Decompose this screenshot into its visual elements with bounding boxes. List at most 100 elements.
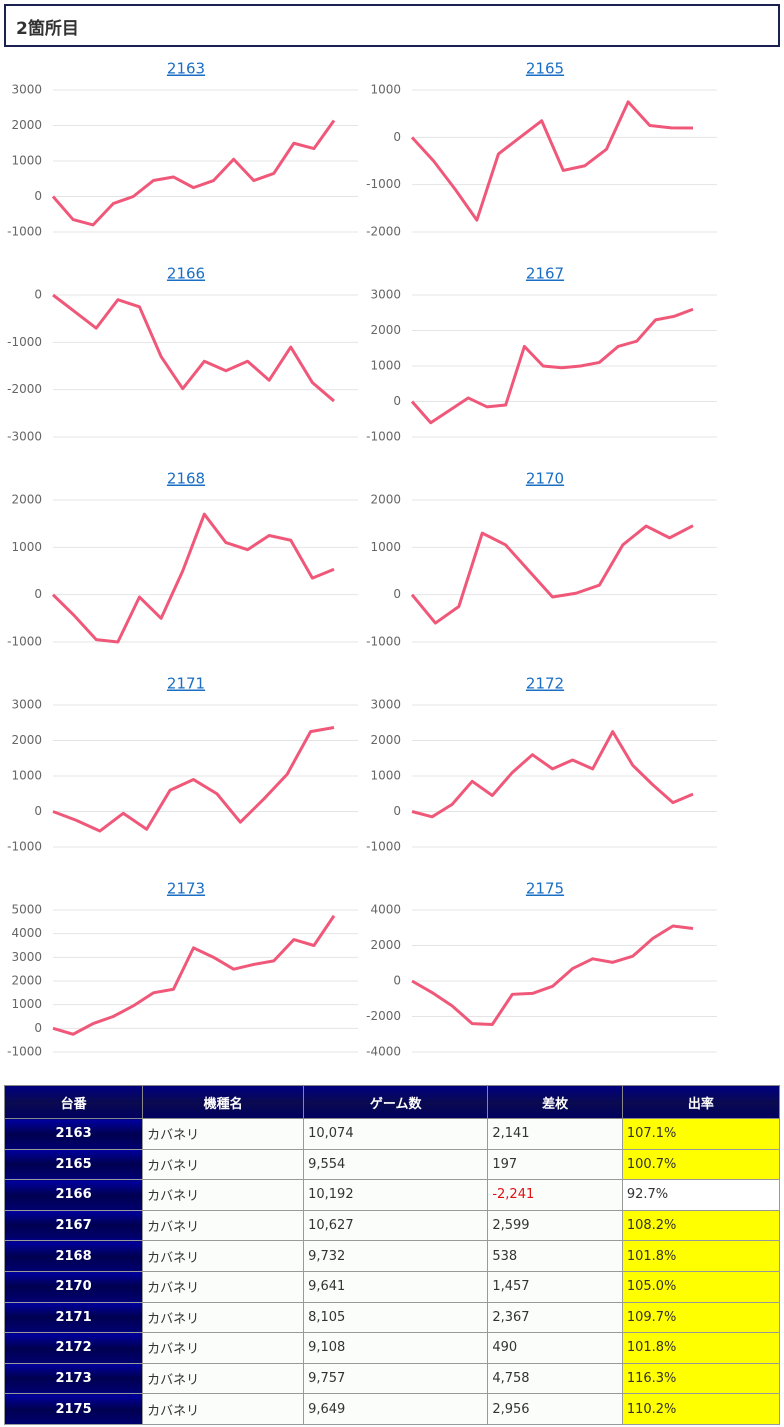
table-cell: 92.7% <box>621 1179 781 1211</box>
chart-title[interactable]: 2165 <box>526 60 564 78</box>
table-cell: 9,108 <box>303 1332 489 1364</box>
y-tick-label: 3000 <box>370 288 401 302</box>
table-cell: 110.2% <box>621 1393 781 1425</box>
table-row: 2163 カバネリ 10,074 2,141 107.1% <box>3 1118 781 1150</box>
table-cell: カバネリ <box>142 1240 305 1272</box>
y-tick-label: 3000 <box>11 950 42 964</box>
table-cell: 10,192 <box>303 1179 489 1211</box>
table-cell: 2163 <box>3 1118 144 1150</box>
y-tick-label: -1000 <box>366 635 401 649</box>
line <box>52 293 335 403</box>
table-cell: 2171 <box>3 1301 144 1334</box>
y-tick-label: 2000 <box>370 323 401 337</box>
column-header: 出率 <box>621 1085 781 1119</box>
table-cell: 197 <box>487 1148 623 1181</box>
line <box>52 914 336 1036</box>
chart-title[interactable]: 2171 <box>167 675 205 693</box>
y-tick-label: 3000 <box>11 698 42 712</box>
table-cell: カバネリ <box>142 1301 305 1334</box>
chart-title[interactable]: 2163 <box>167 60 205 78</box>
table-cell: カバネリ <box>142 1209 305 1242</box>
table-row: 2171 カバネリ 8,105 2,367 109.7% <box>3 1301 781 1334</box>
y-tick-label: 0 <box>393 804 401 818</box>
y-tick-label: 4000 <box>370 903 401 917</box>
table-row: 2165 カバネリ 9,554 197 100.7% <box>3 1148 781 1181</box>
chart-title[interactable]: 2167 <box>526 265 564 283</box>
column-header: ゲーム数 <box>303 1085 489 1119</box>
table-cell: 9,732 <box>303 1240 489 1272</box>
header: 2箇所目 <box>4 4 780 47</box>
y-tick-label: 1000 <box>11 769 42 783</box>
y-tick-label: 1000 <box>370 83 401 97</box>
y-tick-label: 1000 <box>11 154 42 168</box>
table-cell: 2172 <box>3 1332 144 1364</box>
table-cell: 116.3% <box>621 1362 781 1395</box>
table-cell: 2175 <box>3 1393 144 1425</box>
y-tick-label: -1000 <box>366 840 401 854</box>
table-cell: 10,074 <box>303 1118 489 1150</box>
table-cell: 538 <box>487 1240 623 1272</box>
table-cell: 2168 <box>3 1240 144 1272</box>
y-tick-label: 3000 <box>370 698 401 712</box>
column-header: 機種名 <box>142 1085 305 1119</box>
table-cell: 108.2% <box>621 1209 781 1242</box>
y-tick-label: 0 <box>34 189 42 203</box>
y-tick-label: 2000 <box>370 493 401 507</box>
table-row: 2166 カバネリ 10,192 -2,241 92.7% <box>3 1179 781 1211</box>
table-cell: 2170 <box>3 1270 144 1303</box>
y-tick-label: 0 <box>34 587 42 601</box>
table-cell: 2,141 <box>487 1118 623 1150</box>
table-cell: カバネリ <box>142 1179 305 1211</box>
table-cell: 2,367 <box>487 1301 623 1334</box>
table-row: 2170 カバネリ 9,641 1,457 105.0% <box>3 1270 781 1303</box>
chart-title[interactable]: 2172 <box>526 675 564 693</box>
y-tick-label: -2000 <box>366 225 401 239</box>
chart-title[interactable]: 2175 <box>526 880 564 898</box>
y-tick-label: 3000 <box>11 83 42 97</box>
line <box>410 100 694 222</box>
y-tick-label: 1000 <box>370 359 401 373</box>
chart-title[interactable]: 2166 <box>167 265 205 283</box>
table-cell: 109.7% <box>621 1301 781 1334</box>
y-tick-label: 1000 <box>370 540 401 554</box>
table-cell: 2,956 <box>487 1393 623 1425</box>
table-cell: 2165 <box>3 1148 144 1181</box>
y-tick-label: -2000 <box>7 382 42 396</box>
y-tick-label: -1000 <box>7 635 42 649</box>
y-tick-label: 0 <box>34 804 42 818</box>
chart-title[interactable]: 2173 <box>167 880 205 898</box>
y-tick-label: 1000 <box>11 540 42 554</box>
chart-title[interactable]: 2170 <box>526 470 564 488</box>
y-tick-label: 5000 <box>11 903 42 917</box>
table-cell: 100.7% <box>621 1148 781 1181</box>
table-cell: カバネリ <box>142 1270 305 1303</box>
line <box>410 307 694 425</box>
y-tick-label: -1000 <box>7 335 42 349</box>
table-cell: 9,757 <box>303 1362 489 1395</box>
line <box>52 725 335 833</box>
y-tick-label: -1000 <box>7 225 42 239</box>
line <box>411 730 694 819</box>
table-cell: 4,758 <box>487 1362 623 1395</box>
y-tick-label: 0 <box>34 288 42 302</box>
table-cell: 10,627 <box>303 1209 489 1242</box>
table-cell: -2,241 <box>487 1179 623 1211</box>
chart-title[interactable]: 2168 <box>167 470 205 488</box>
y-tick-label: -1000 <box>7 840 42 854</box>
table-cell: カバネリ <box>142 1332 305 1364</box>
table-row: 2173 カバネリ 9,757 4,758 116.3% <box>3 1362 781 1395</box>
y-tick-label: 4000 <box>11 926 42 940</box>
header-row: 台番 機種名 ゲーム数 差枚 出率 <box>3 1085 781 1119</box>
table-cell: 9,641 <box>303 1270 489 1303</box>
line <box>51 512 335 644</box>
y-tick-label: 2000 <box>11 118 42 132</box>
results-table: 台番 機種名 ゲーム数 差枚 出率 2163 カバネリ 10,074 2,141 107.1% 21… <box>3 1085 781 1425</box>
y-tick-label: 2000 <box>11 733 42 747</box>
y-tick-label: -3000 <box>7 430 42 444</box>
y-tick-label: 0 <box>393 394 401 408</box>
table-cell: 2173 <box>3 1362 144 1395</box>
table-cell: カバネリ <box>142 1148 305 1181</box>
y-tick-label: -1000 <box>366 177 401 191</box>
header-title: 2箇所目 <box>16 19 79 39</box>
